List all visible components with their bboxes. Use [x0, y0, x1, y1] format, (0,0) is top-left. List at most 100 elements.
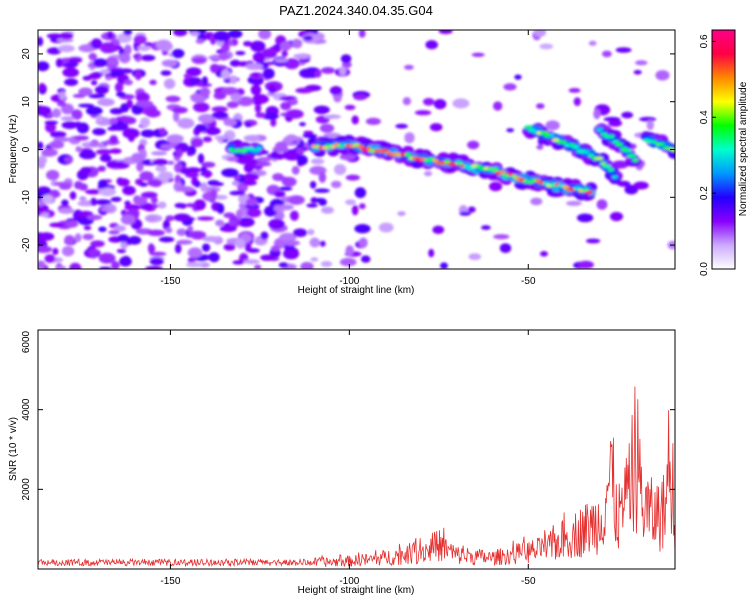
heatmap-cell [74, 181, 83, 190]
heatmap-cell [226, 101, 239, 109]
heatmap-cell [139, 182, 148, 187]
heatmap-cell [136, 161, 144, 172]
heatmap-cell [232, 260, 245, 265]
heatmap-cell [119, 115, 129, 121]
heatmap-cell [280, 101, 292, 111]
heatmap-cell [147, 179, 163, 187]
heatmap-cell [360, 255, 371, 263]
heatmap-cell [155, 39, 172, 51]
heatmap-cell [106, 31, 114, 39]
heatmap-cell [425, 40, 439, 50]
heatmap-cell [149, 79, 157, 85]
heatmap-cell [270, 118, 277, 127]
heatmap-cell [576, 213, 594, 223]
heatmap-cell [303, 130, 314, 135]
heatmap-cell [40, 212, 50, 218]
heatmap-cell [319, 123, 335, 133]
colorbar-tick-label: 0.6 [699, 34, 710, 48]
spectrogram-x-ticks: -150 -100 -50 [160, 30, 536, 287]
heatmap-cell [111, 122, 129, 131]
y-tick-label: 4000 [21, 398, 32, 421]
heatmap-cell [97, 98, 115, 107]
heatmap-cell [216, 203, 225, 214]
heatmap-cell [499, 170, 506, 175]
heatmap-cell [585, 238, 601, 244]
colorbar-gradient [711, 29, 736, 270]
heatmap-cell [44, 254, 56, 263]
heatmap-cell [190, 137, 204, 148]
heatmap-cell [59, 32, 74, 40]
heatmap-cell [145, 109, 161, 118]
heatmap-cell [119, 52, 131, 64]
heatmap-cell [78, 87, 93, 96]
heatmap-cell [314, 69, 322, 78]
heatmap-cell [414, 110, 432, 116]
heatmap-cell [333, 164, 347, 175]
heatmap-cell [124, 204, 141, 211]
heatmap-cell [62, 67, 80, 78]
heatmap-cell [534, 178, 542, 183]
heatmap-cell [268, 85, 276, 94]
heatmap-cell [307, 229, 315, 236]
heatmap-cell [163, 78, 176, 90]
heatmap-cell [310, 158, 325, 165]
heatmap-cell [197, 113, 216, 124]
heatmap-cell [110, 196, 122, 202]
heatmap-cell [511, 174, 517, 179]
heatmap-cell [596, 128, 604, 132]
heatmap-cell [95, 149, 113, 155]
heatmap-cell [309, 181, 317, 189]
heatmap-cell [274, 190, 286, 198]
heatmap-cell [297, 155, 308, 166]
heatmap-cell [187, 257, 196, 264]
heatmap-cell [56, 101, 67, 107]
heatmap-cell [84, 189, 102, 195]
heatmap-cell [80, 166, 92, 174]
heatmap-cell [271, 220, 281, 228]
heatmap-cell [209, 63, 220, 74]
heatmap-cell [404, 132, 415, 144]
heatmap-cell [299, 122, 306, 127]
heatmap-cell [171, 48, 185, 59]
heatmap-cell [611, 160, 629, 169]
heatmap-cell [147, 229, 166, 236]
heatmap-cell [50, 131, 67, 138]
heatmap-cell [330, 145, 336, 149]
heatmap-cell [357, 144, 365, 149]
heatmap-cell [68, 57, 83, 64]
heatmap-cell [237, 217, 255, 228]
heatmap-cell [147, 243, 155, 254]
heatmap-cell [627, 154, 636, 158]
heatmap-cell [300, 261, 314, 269]
heatmap-cell [588, 153, 595, 158]
heatmap-cell [314, 188, 330, 193]
heatmap-cell [90, 240, 105, 248]
heatmap-cell [38, 199, 44, 207]
heatmap-cell [584, 190, 594, 195]
heatmap-cell [158, 236, 175, 243]
heatmap-cell [323, 132, 341, 138]
heatmap-cell [210, 182, 224, 187]
heatmap-cell [255, 112, 267, 118]
heatmap-cell [540, 251, 548, 257]
heatmap-cell [38, 141, 44, 150]
heatmap-cell [278, 262, 289, 268]
heatmap-cell [243, 163, 254, 173]
heatmap-cell [137, 45, 151, 52]
heatmap-cell [165, 227, 173, 234]
heatmap-cell [219, 225, 237, 233]
heatmap-cell [278, 186, 293, 191]
heatmap-cell [139, 171, 154, 181]
heatmap-cell [246, 248, 260, 253]
heatmap-cell [46, 169, 60, 181]
heatmap-cell [255, 146, 262, 151]
heatmap-cell [93, 58, 108, 67]
heatmap-cell [77, 200, 95, 207]
heatmap-cell [235, 51, 246, 56]
heatmap-cell [189, 230, 207, 240]
heatmap-cell [283, 151, 301, 161]
heatmap-cell [560, 140, 567, 145]
heatmap-cell [493, 234, 510, 240]
heatmap-cell [44, 120, 59, 125]
heatmap-cell [134, 70, 142, 81]
